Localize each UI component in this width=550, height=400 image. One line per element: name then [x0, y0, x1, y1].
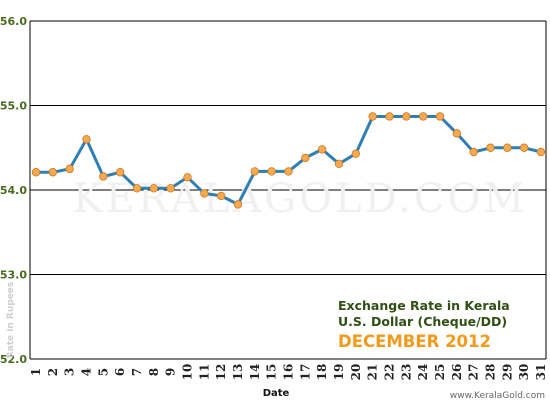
y-tick-labels: 56.0 55.0 54.0 53.0 52.0 — [0, 15, 27, 366]
x-tick-label: 7 — [130, 368, 144, 376]
x-tick-label: 2 — [46, 368, 60, 376]
x-tick-label: 24 — [416, 364, 430, 381]
data-point — [48, 168, 58, 177]
x-tick-label: 19 — [332, 364, 346, 381]
data-point — [183, 173, 192, 182]
x-tick-label: 31 — [534, 364, 548, 381]
data-point — [166, 184, 175, 193]
x-tick-labels: 1 2 3 4 5 6 7 8 9 10 11 12 13 14 15 16 17 18 19 20 21 22 23 24 2… — [29, 364, 548, 381]
data-point — [486, 143, 495, 152]
x-tick-label: 29 — [500, 364, 514, 381]
data-point — [250, 167, 260, 176]
data-point — [65, 164, 74, 174]
x-tick-label: 1 — [29, 368, 43, 376]
data-point — [200, 189, 209, 198]
data-point — [284, 167, 293, 176]
data-point — [418, 112, 428, 121]
chart-title-line3: DECEMBER 2012 — [338, 332, 491, 351]
x-tick-label: 11 — [197, 364, 211, 381]
data-point — [519, 143, 529, 152]
x-tick-label: 10 — [181, 364, 195, 381]
x-tick-label: 12 — [214, 364, 228, 381]
data-point — [82, 135, 91, 144]
x-tick-label: 13 — [231, 364, 245, 381]
gridlines — [30, 20, 546, 360]
series-points — [31, 112, 546, 209]
data-point — [233, 200, 243, 209]
y-tick-label: 53.0 — [0, 269, 27, 282]
x-tick-label: 17 — [298, 364, 312, 381]
data-point — [469, 147, 478, 157]
data-point — [149, 184, 159, 193]
x-tick-label: 25 — [433, 364, 447, 381]
x-tick-label: 14 — [248, 364, 262, 381]
data-point — [368, 112, 377, 121]
x-tick-label: 6 — [113, 368, 127, 376]
chart-title-line1: Exchange Rate in Kerala — [338, 298, 510, 313]
x-tick-label: 18 — [315, 364, 329, 381]
data-point — [334, 159, 344, 169]
chart-title-line2: U.S. Dollar (Cheque/DD) — [338, 314, 507, 329]
data-point — [115, 168, 125, 177]
x-tick-label: 3 — [63, 368, 77, 376]
x-tick-label: 30 — [517, 364, 531, 381]
x-tick-label: 9 — [164, 368, 178, 376]
y-tick-label: 54.0 — [0, 184, 27, 197]
data-point — [536, 147, 546, 157]
x-tick-label: 20 — [349, 364, 363, 381]
data-point — [385, 112, 394, 121]
data-point — [317, 145, 327, 154]
y-tick-label: 52.0 — [0, 353, 27, 366]
data-point — [351, 149, 361, 158]
x-tick-label: 8 — [147, 368, 161, 376]
x-tick-label: 23 — [399, 364, 413, 381]
data-point — [99, 172, 108, 181]
x-tick-label: 22 — [383, 364, 397, 381]
x-tick-label: 21 — [366, 364, 380, 381]
credit-text: www.KeralaGold.com — [450, 391, 545, 400]
data-point — [132, 184, 142, 193]
x-tick-label: 16 — [282, 364, 296, 381]
watermark: KERALAGOLD.COM — [73, 176, 528, 222]
data-point — [31, 168, 41, 177]
y-tick-label: 55.0 — [0, 100, 27, 113]
x-axis-label: Date — [263, 388, 290, 399]
y-axis-label: Rate in Rupees — [6, 282, 16, 359]
data-point — [267, 167, 276, 176]
x-tick-label: 27 — [467, 364, 481, 381]
data-point — [402, 112, 411, 121]
x-tick-label: 28 — [484, 364, 498, 381]
x-tick-label: 4 — [80, 368, 94, 376]
x-tick-label: 26 — [450, 364, 464, 381]
data-point — [301, 153, 310, 163]
data-point — [452, 129, 462, 138]
x-tick-label: 15 — [265, 364, 279, 381]
x-tick-label: 5 — [96, 368, 110, 376]
data-point — [435, 112, 445, 121]
data-point — [503, 143, 512, 152]
data-point — [216, 191, 226, 201]
y-tick-label: 56.0 — [0, 15, 27, 28]
